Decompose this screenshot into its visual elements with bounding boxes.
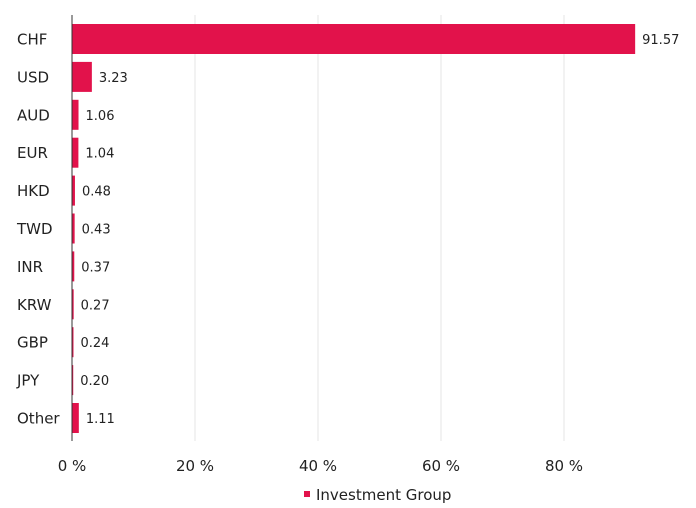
bar-jpy — [72, 365, 74, 396]
grid-lines — [194, 15, 565, 441]
x-tick-label: 0 % — [58, 457, 87, 475]
bar-krw — [72, 289, 74, 320]
category-label: HKD — [17, 182, 50, 200]
value-label: 0.37 — [81, 260, 110, 275]
value-label: 0.43 — [82, 223, 111, 238]
category-label: CHF — [17, 31, 47, 49]
value-label: 3.23 — [99, 71, 128, 86]
x-tick-label: 20 % — [176, 457, 214, 475]
legend-swatch — [304, 491, 310, 497]
bar-eur — [72, 137, 79, 168]
bars — [72, 24, 636, 433]
bar-other — [72, 403, 79, 433]
category-label: KRW — [17, 296, 52, 314]
category-labels: CHF USD AUD EUR HKD TWD INR KRW GBP JPY Other — [16, 31, 60, 428]
x-tick-label: 60 % — [422, 457, 460, 475]
value-label: 0.48 — [82, 185, 111, 200]
bar-chf — [72, 24, 636, 54]
x-tick-label: 40 % — [299, 457, 337, 475]
bar-twd — [72, 213, 75, 244]
category-label: EUR — [17, 144, 48, 162]
category-label: INR — [17, 258, 43, 276]
value-label: 0.24 — [80, 336, 109, 351]
legend-label: Investment Group — [316, 486, 451, 504]
category-label: GBP — [17, 334, 48, 352]
category-label: USD — [17, 68, 49, 86]
value-label: 1.06 — [86, 109, 115, 124]
x-tick-labels: 0 % 20 % 40 % 60 % 80 % — [58, 457, 583, 475]
value-label: 1.04 — [85, 147, 114, 162]
x-tick-label: 80 % — [545, 457, 583, 475]
category-label: Other — [17, 410, 60, 428]
value-label: 0.20 — [80, 374, 109, 389]
value-label: 0.27 — [81, 298, 110, 313]
bar-usd — [72, 61, 92, 92]
bar-inr — [72, 251, 75, 282]
category-label: TWD — [16, 220, 53, 238]
category-label: JPY — [16, 372, 40, 390]
value-label: 1.11 — [86, 412, 115, 427]
value-label: 91.57 — [642, 33, 679, 48]
category-label: AUD — [17, 106, 50, 124]
value-labels: 91.57 3.23 1.06 1.04 0.48 0.43 0.37 0.27 0.24 0.2… — [80, 33, 679, 427]
bar-gbp — [72, 327, 74, 358]
bar-hkd — [72, 175, 75, 206]
legend: Investment Group — [304, 486, 451, 504]
bar-aud — [72, 99, 79, 130]
